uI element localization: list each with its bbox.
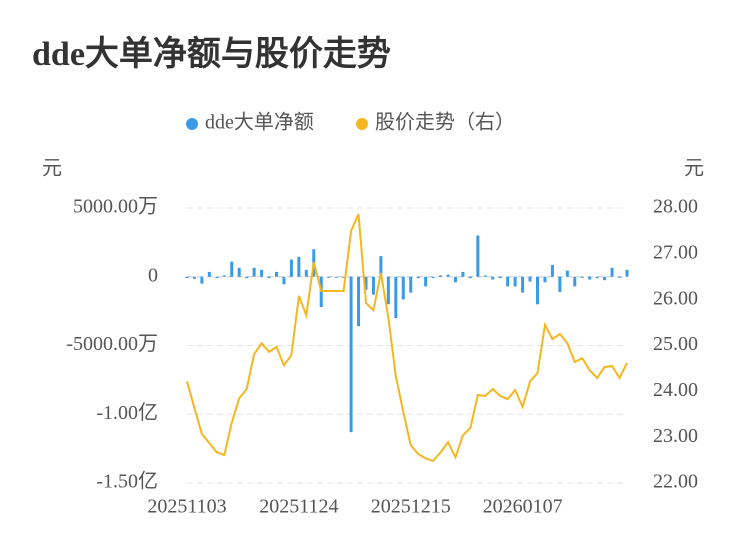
bar [274, 271, 278, 277]
y2-tick-label: 24.00 [653, 379, 698, 401]
x-tick-label: 20251124 [259, 496, 338, 518]
y2-tick-label: 23.00 [653, 425, 698, 447]
y-tick-label: -1.50亿 [96, 470, 158, 493]
bar [491, 276, 495, 280]
y2-tick-label: 28.00 [653, 196, 698, 218]
bar [588, 276, 592, 280]
x-tick-label: 20251103 [147, 496, 226, 518]
bar [618, 276, 622, 278]
bar [357, 276, 361, 327]
x-tick-label: 20251215 [371, 496, 451, 518]
bar [506, 276, 510, 287]
bar [439, 275, 443, 277]
y-tick-label: 0 [148, 264, 158, 286]
bar [409, 276, 413, 293]
bar [536, 276, 540, 305]
y2-tick-label: 22.00 [653, 471, 698, 493]
bar [580, 276, 584, 278]
bar [543, 276, 547, 283]
bar [200, 276, 204, 284]
bar [416, 276, 420, 279]
bar [252, 267, 256, 277]
y-tick-label: -5000.00万 [66, 333, 158, 355]
bar [610, 267, 614, 277]
bar [334, 276, 338, 278]
bar [513, 276, 517, 287]
bar [483, 275, 487, 277]
bar [185, 276, 189, 279]
y-unit: 元 [42, 158, 62, 180]
y2-tick-label: 27.00 [653, 241, 698, 263]
price-line [186, 213, 628, 463]
legend-label: 股价走势（右） [375, 111, 515, 134]
bar [476, 235, 480, 277]
y-tick-label: 5000.00万 [73, 196, 158, 218]
x-tick-label: 20260107 [483, 496, 563, 518]
bar [349, 276, 353, 433]
legend-marker [356, 118, 368, 130]
bar [573, 276, 577, 287]
chart-title: dde大单净额与股价走势 [32, 35, 391, 73]
bar [595, 276, 599, 279]
bar [327, 276, 331, 278]
legend-marker [186, 118, 198, 130]
bar [446, 274, 450, 277]
bar [260, 269, 264, 277]
bar [453, 276, 457, 283]
bar [461, 271, 465, 277]
bar [289, 259, 293, 277]
bar [550, 265, 554, 277]
bar [371, 276, 375, 295]
bar [207, 271, 211, 277]
bar [386, 276, 390, 305]
y-tick-label: -1.00亿 [96, 401, 158, 424]
y2-tick-label: 26.00 [653, 287, 698, 309]
bar [528, 276, 532, 282]
bar [282, 276, 286, 285]
bar [192, 276, 196, 279]
bar [215, 276, 219, 279]
bar [237, 267, 241, 277]
bar [558, 276, 562, 292]
bar [401, 276, 405, 300]
bar [222, 275, 226, 277]
bar [379, 256, 383, 277]
bar [342, 276, 346, 278]
bar [297, 256, 301, 277]
y2-unit: 元 [684, 158, 704, 180]
bar [521, 276, 525, 293]
bar [304, 269, 308, 277]
bar [267, 276, 271, 279]
bar [565, 270, 569, 277]
y2-tick-label: 25.00 [653, 333, 698, 355]
bar [245, 276, 249, 279]
legend-label: dde大单净额 [205, 111, 314, 134]
bar [431, 276, 435, 279]
bar [364, 276, 368, 290]
bar [424, 276, 428, 287]
bar [394, 276, 398, 318]
bar [498, 276, 502, 279]
bar [603, 276, 607, 281]
bar [230, 261, 234, 277]
bar [625, 269, 629, 277]
bar [468, 276, 472, 279]
